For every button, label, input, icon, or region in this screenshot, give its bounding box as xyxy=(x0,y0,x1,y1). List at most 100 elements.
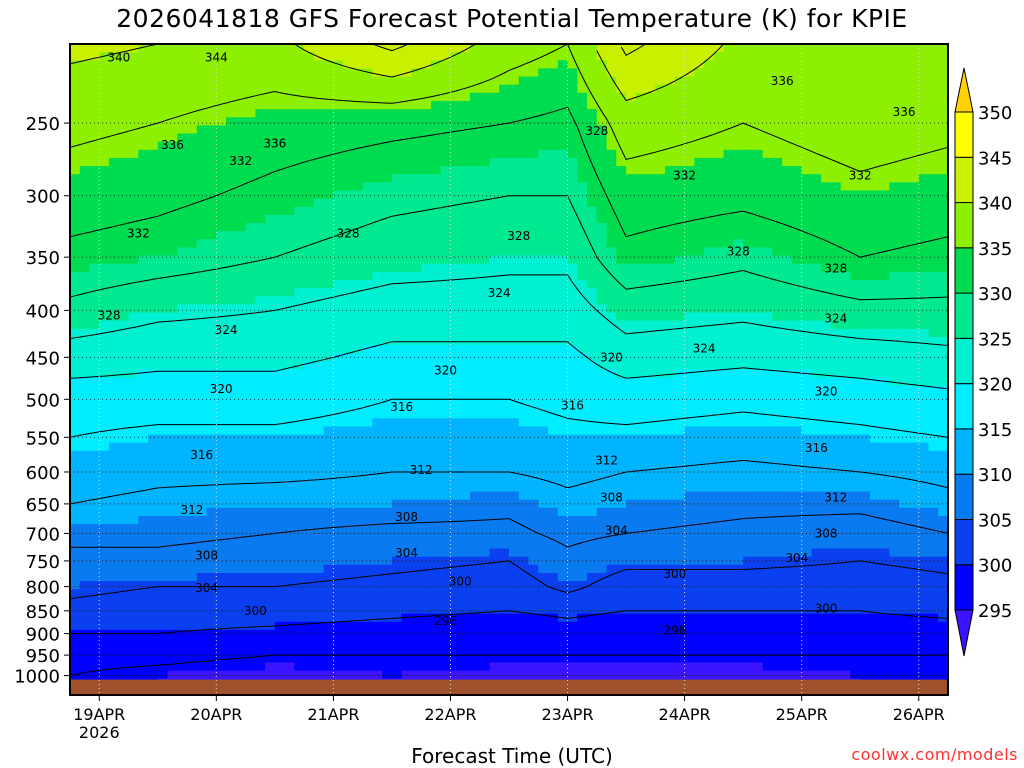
heat-cell xyxy=(216,255,227,265)
heat-cell xyxy=(665,214,676,224)
heat-cell xyxy=(401,589,413,598)
heat-cell xyxy=(577,296,588,305)
heat-cell xyxy=(138,385,149,395)
heat-cell xyxy=(118,125,130,135)
heat-cell xyxy=(148,68,159,78)
heat-cell xyxy=(255,418,266,428)
heat-cell xyxy=(304,426,315,436)
heat-cell xyxy=(596,353,608,362)
heat-cell xyxy=(274,581,286,590)
heat-cell xyxy=(372,190,383,200)
heat-cell xyxy=(626,613,637,623)
heat-cell xyxy=(187,174,198,183)
heat-cell xyxy=(518,198,530,208)
heat-cell xyxy=(665,589,676,598)
heat-cell xyxy=(528,304,539,314)
heat-cell xyxy=(411,84,422,94)
heat-cell xyxy=(411,418,422,428)
heat-cell xyxy=(479,442,491,452)
heat-cell xyxy=(626,572,637,582)
heat-cell xyxy=(616,564,627,574)
heat-cell xyxy=(362,654,374,664)
heat-cell xyxy=(294,190,305,200)
heat-cell xyxy=(313,247,325,257)
heat-cell xyxy=(99,214,110,224)
heat-cell xyxy=(430,149,442,159)
heat-cell xyxy=(284,288,295,297)
heat-cell xyxy=(430,393,442,403)
heat-cell xyxy=(372,393,383,403)
heat-cell xyxy=(518,76,530,86)
heat-cell xyxy=(401,572,413,582)
heat-cell xyxy=(352,44,364,53)
heat-cell xyxy=(177,393,188,403)
heat-cell xyxy=(479,621,491,631)
heat-cell xyxy=(372,206,383,216)
heat-cell xyxy=(352,345,364,354)
heat-cell xyxy=(489,133,500,143)
heat-cell xyxy=(352,450,364,460)
heat-cell xyxy=(616,109,627,118)
heat-cell xyxy=(128,621,139,631)
heat-cell xyxy=(674,279,686,289)
heat-cell xyxy=(635,109,647,118)
heat-cell xyxy=(235,174,247,183)
heat-cell xyxy=(635,613,647,623)
heat-cell xyxy=(372,117,383,126)
heat-cell xyxy=(216,564,227,574)
heat-cell xyxy=(128,231,139,240)
heat-cell xyxy=(606,442,617,452)
heat-cell xyxy=(284,377,295,387)
heat-cell xyxy=(645,426,656,436)
heat-cell xyxy=(70,369,81,379)
heat-cell xyxy=(499,418,510,428)
heat-cell xyxy=(391,100,403,110)
heat-cell xyxy=(79,629,91,639)
heat-cell xyxy=(79,76,91,86)
heat-cell xyxy=(362,605,374,615)
heat-cell xyxy=(313,499,325,509)
heat-cell xyxy=(362,149,374,159)
heat-cell xyxy=(177,149,188,159)
heat-cell xyxy=(401,117,413,126)
heat-cell xyxy=(655,320,666,330)
heat-cell xyxy=(499,125,510,135)
heat-cell xyxy=(284,296,295,305)
heat-cell xyxy=(79,312,91,322)
heat-cell xyxy=(450,548,461,558)
heat-cell xyxy=(440,166,452,175)
heat-cell xyxy=(79,247,91,257)
heat-cell xyxy=(606,304,617,314)
heat-cell xyxy=(635,475,647,485)
heat-cell xyxy=(109,247,120,257)
heat-cell xyxy=(440,654,452,664)
heat-cell xyxy=(333,385,344,395)
heat-cell xyxy=(89,255,100,265)
heat-cell xyxy=(509,613,520,623)
heat-cell xyxy=(528,475,539,485)
heat-cell xyxy=(128,483,139,493)
heat-cell xyxy=(567,450,578,460)
heat-cell xyxy=(382,483,393,493)
heat-cell xyxy=(206,540,217,550)
heat-cell xyxy=(665,263,676,273)
heat-cell xyxy=(255,206,266,216)
heat-cell xyxy=(440,263,452,273)
heat-cell xyxy=(489,662,500,672)
heat-cell xyxy=(294,109,305,118)
heat-cell xyxy=(118,638,130,647)
heat-cell xyxy=(235,60,247,70)
heat-cell xyxy=(333,109,344,118)
heat-cell xyxy=(635,483,647,493)
heat-cell xyxy=(226,52,237,61)
heat-cell xyxy=(206,385,217,395)
heat-cell xyxy=(528,52,539,61)
heat-cell xyxy=(304,491,315,501)
heat-cell xyxy=(216,654,227,664)
heat-cell xyxy=(235,621,247,631)
heat-cell xyxy=(206,605,217,615)
heat-cell xyxy=(382,304,393,314)
heat-cell xyxy=(382,589,393,598)
heat-cell xyxy=(626,662,637,672)
heat-cell xyxy=(626,548,637,558)
